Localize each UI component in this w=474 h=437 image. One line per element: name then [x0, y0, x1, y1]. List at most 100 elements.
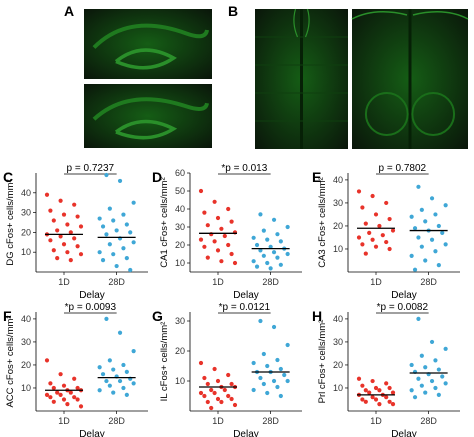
point-d-28d: [275, 232, 280, 237]
point-c-1d: [61, 212, 67, 217]
point-c-28d: [104, 232, 109, 237]
point-d-28d: [285, 224, 290, 230]
panel-letter-a: A: [64, 3, 74, 19]
point-g-1d: [202, 393, 207, 399]
point-e-1d: [373, 212, 379, 217]
point-e-28d: [416, 184, 421, 189]
point-d-1d: [219, 259, 224, 264]
point-f-28d: [121, 362, 126, 368]
y-tick-label-c: 40: [21, 188, 31, 198]
point-c-1d: [55, 228, 60, 233]
point-g-1d: [222, 387, 227, 393]
point-h-1d: [356, 376, 362, 381]
point-f-28d: [124, 392, 129, 397]
micrograph-b-left: [255, 8, 348, 149]
point-c-1d: [51, 218, 56, 223]
y-tick-label-c: 30: [21, 208, 31, 218]
point-g-1d: [209, 405, 214, 411]
point-c-28d: [128, 267, 133, 273]
y-tick-label-f: 10: [21, 383, 31, 393]
point-f-1d: [55, 390, 60, 395]
point-c-28d: [100, 224, 106, 229]
point-f-28d: [111, 367, 116, 372]
y-tick-label-g: 30: [175, 316, 185, 326]
point-c-1d: [58, 198, 63, 203]
y-tick-label-f: 40: [21, 314, 31, 324]
y-tick-label-c: 10: [21, 247, 31, 257]
point-d-28d: [268, 266, 273, 271]
p-value-h: *p = 0.0082: [377, 302, 429, 313]
p-value-c: p = 0.7237: [67, 163, 115, 174]
point-c-1d: [44, 192, 50, 197]
micrograph-b-left-surface: [293, 8, 310, 38]
micrograph-b-right-region-right: [411, 92, 456, 136]
point-g-28d: [261, 351, 266, 357]
point-h-28d: [436, 392, 441, 397]
point-d-1d: [215, 215, 221, 221]
point-e-28d: [419, 207, 424, 212]
point-f-28d: [97, 388, 102, 393]
panel-letter-d: D: [152, 169, 162, 185]
point-d-28d: [278, 262, 283, 267]
point-c-28d: [104, 172, 109, 178]
point-h-28d: [433, 385, 438, 391]
point-g-1d: [229, 381, 234, 387]
point-g-28d: [282, 372, 287, 378]
point-h-1d: [373, 385, 379, 391]
point-d-1d: [198, 237, 204, 242]
point-e-28d: [412, 267, 418, 272]
y-tick-label-h: 20: [333, 360, 343, 370]
point-c-1d: [55, 256, 60, 261]
point-g-28d: [261, 381, 266, 387]
point-g-28d: [285, 342, 290, 348]
point-f-28d: [131, 381, 136, 386]
point-g-1d: [232, 402, 238, 408]
point-e-1d: [367, 230, 372, 235]
point-h-1d: [363, 388, 368, 393]
point-c-1d: [68, 258, 73, 263]
point-g-1d: [212, 366, 217, 372]
point-d-28d: [265, 237, 270, 242]
y-axis-label-c: DG cFos+ cells/mm²: [5, 179, 16, 265]
point-c-1d: [72, 236, 77, 241]
y-tick-label-f: 30: [21, 337, 31, 347]
x-tick-label-f: 1D: [58, 416, 70, 426]
x-axis-label-h: Delay: [391, 429, 417, 437]
point-e-28d: [429, 237, 435, 242]
y-tick-label-h: 40: [333, 314, 343, 324]
x-axis-label-d: Delay: [233, 290, 259, 301]
panel-letter-g: G: [152, 308, 163, 324]
point-f-1d: [48, 395, 53, 400]
point-d-1d: [232, 260, 238, 266]
point-e-1d: [370, 237, 375, 242]
point-d-1d: [222, 233, 227, 239]
point-h-28d: [423, 390, 428, 395]
point-e-1d: [384, 239, 389, 245]
point-f-28d: [124, 369, 129, 374]
point-c-1d: [78, 252, 84, 257]
point-g-28d: [258, 318, 263, 324]
point-d-1d: [226, 206, 231, 212]
point-f-1d: [75, 397, 80, 402]
point-c-1d: [68, 230, 73, 235]
point-c-28d: [100, 258, 106, 263]
point-c-1d: [61, 242, 67, 247]
point-d-28d: [278, 239, 283, 244]
x-axis-label-c: Delay: [79, 290, 105, 301]
point-f-1d: [48, 381, 53, 386]
point-h-1d: [370, 395, 375, 400]
point-c-28d: [131, 200, 136, 205]
point-e-1d: [373, 244, 379, 249]
y-tick-label-f: 20: [21, 360, 31, 370]
point-e-1d: [380, 233, 385, 238]
point-e-1d: [387, 246, 392, 252]
point-e-1d: [363, 251, 368, 256]
y-tick-label-d: 20: [175, 240, 185, 250]
point-d-1d: [226, 242, 231, 248]
point-g-1d: [219, 399, 224, 405]
